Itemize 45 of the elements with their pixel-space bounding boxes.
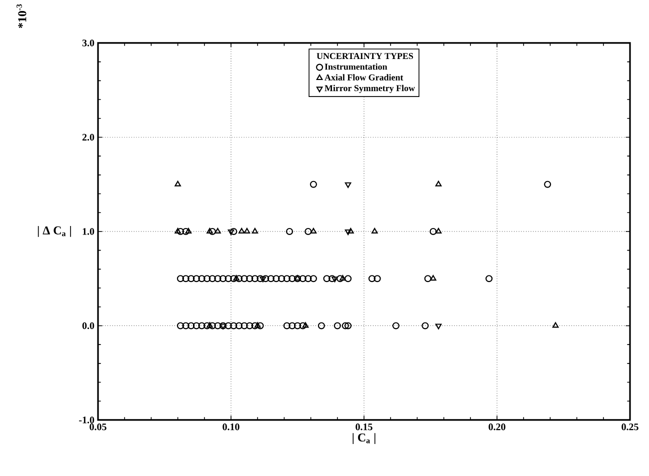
x-tick-label: 0.20 bbox=[488, 424, 506, 430]
legend-label: Mirror Symmetry Flow bbox=[324, 84, 415, 94]
point bbox=[302, 322, 309, 328]
point bbox=[294, 275, 301, 281]
point bbox=[435, 180, 442, 186]
point bbox=[348, 228, 354, 234]
point bbox=[206, 228, 213, 234]
point bbox=[435, 228, 442, 234]
point bbox=[344, 182, 352, 188]
point bbox=[344, 229, 352, 236]
point bbox=[238, 228, 245, 234]
point bbox=[372, 228, 378, 234]
y-tick-label: 3.0 bbox=[82, 40, 94, 46]
point bbox=[552, 322, 559, 328]
x-axis-title: | C$_{a}$ | bbox=[352, 433, 376, 444]
point bbox=[260, 276, 266, 282]
legend-title: UNCERTAINTY TYPES bbox=[316, 53, 414, 60]
y-tick-label: 0.0 bbox=[82, 322, 94, 330]
x-tick-label: 0.25 bbox=[622, 424, 638, 430]
point bbox=[254, 322, 261, 328]
point bbox=[244, 228, 250, 234]
point bbox=[220, 324, 226, 330]
y-tick-label: 1.0 bbox=[82, 228, 94, 235]
point bbox=[228, 229, 234, 236]
text: *10$^{-3}$ bbox=[16, 4, 26, 28]
x-tick-label: 0.15 bbox=[356, 424, 372, 430]
point bbox=[214, 228, 221, 234]
point bbox=[310, 228, 317, 234]
point bbox=[174, 228, 181, 234]
y-tick-label: -1.0 bbox=[79, 416, 94, 424]
point bbox=[435, 324, 442, 330]
point bbox=[332, 276, 338, 282]
point bbox=[174, 180, 181, 186]
point bbox=[430, 275, 436, 281]
point bbox=[252, 228, 258, 234]
point bbox=[233, 275, 240, 281]
point bbox=[185, 228, 192, 234]
y-axis-title: | Δ C$_{a}$ | bbox=[38, 226, 71, 237]
y-tick-label: 2.0 bbox=[82, 134, 94, 141]
legend-label: Axial Flow Gradient bbox=[324, 74, 404, 80]
legend-label: Instrumentation bbox=[324, 63, 388, 70]
point bbox=[340, 275, 346, 281]
x-tick-label: 0.10 bbox=[222, 424, 240, 430]
x-tick-label: 0.05 bbox=[90, 424, 106, 430]
point bbox=[206, 322, 213, 328]
